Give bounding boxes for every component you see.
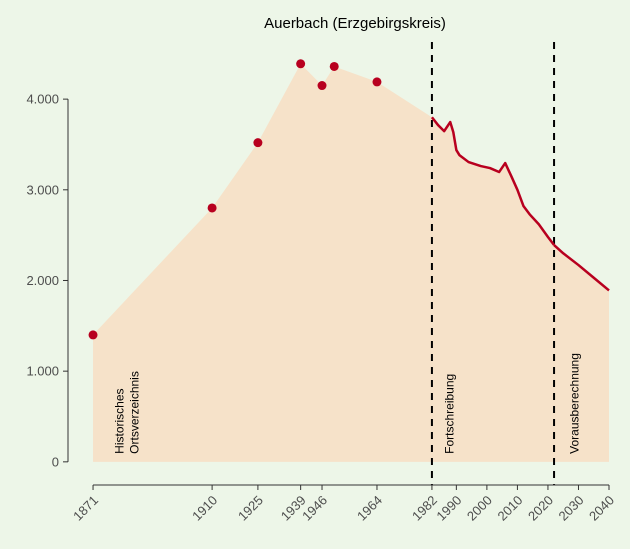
period-label: Fortschreibung: [442, 374, 456, 454]
period-label: Historisches: [113, 388, 127, 453]
line: [430, 116, 556, 246]
area: [93, 63, 610, 462]
chart-title: Auerbach (Erzgebirgskreis): [264, 15, 446, 32]
period-label: Ortsverzeichnis: [128, 371, 142, 454]
y-tick-label: 2.000: [26, 273, 59, 288]
y-tick-label: 4.000: [26, 92, 59, 107]
point: [329, 61, 339, 71]
point: [253, 138, 263, 148]
period-label: Vorausberechnung: [567, 353, 581, 454]
point: [296, 59, 306, 69]
point: [372, 77, 382, 87]
y-tick-label: 0: [52, 454, 59, 469]
point: [88, 330, 98, 340]
point: [317, 81, 327, 91]
y-tick-label: 1.000: [26, 364, 59, 379]
point: [207, 203, 217, 213]
y-tick-label: 3.000: [26, 182, 59, 197]
line: [553, 244, 610, 292]
